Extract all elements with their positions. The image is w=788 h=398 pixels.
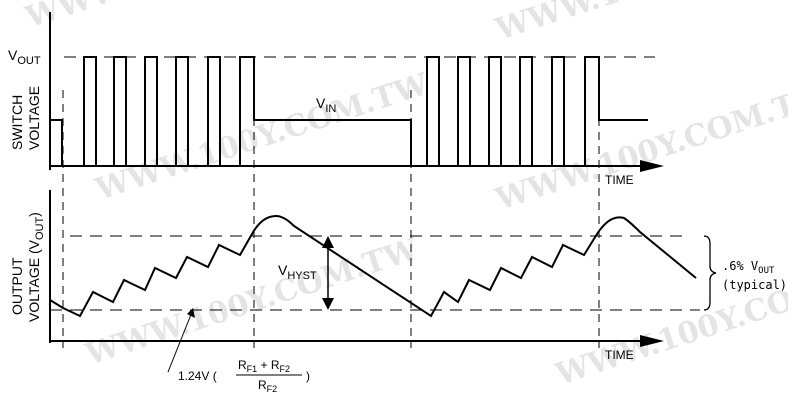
top-panel-labels: SWITCH VOLTAGE VOUT VIN TIME <box>8 47 634 187</box>
formula-num-r2: R <box>271 358 280 372</box>
annotation-vout-sub: OUT <box>758 266 775 276</box>
formula-num-r1-sub: F1 <box>247 364 258 374</box>
formula-prefix: 1.24V ( <box>178 369 217 383</box>
watermark-layer: WWW.100Y.COM.TW WWW.100Y.COM.TW WWW.100Y… <box>21 0 788 393</box>
annotation-typical: (typical) <box>722 278 787 292</box>
bottom-y-label: VOLTAGE (VOUT) <box>26 212 46 322</box>
vin-label-sub: IN <box>325 103 336 115</box>
vhyst-label: VHYST <box>278 262 317 282</box>
top-y-label-line1: SWITCH <box>9 95 25 150</box>
bottom-panel <box>49 190 717 376</box>
bottom-x-arrowhead <box>640 335 664 347</box>
top-y-label: VOLTAGE <box>26 86 42 150</box>
vhyst-label-main: V <box>278 262 288 278</box>
output-voltage-waveform <box>49 214 697 318</box>
watermark-text: WWW.100Y.COM.TW <box>491 77 788 218</box>
watermark-text: WWW.100Y.COM.TW <box>81 232 424 373</box>
hysteresis-brace <box>703 235 717 311</box>
top-x-label: TIME <box>605 173 634 187</box>
formula-suffix: ) <box>306 369 310 383</box>
vin-label-main: V <box>316 95 326 111</box>
bottom-x-label: TIME <box>605 348 634 362</box>
vhyst-label-sub: HYST <box>287 270 317 282</box>
vin-label: VIN <box>316 95 336 115</box>
formula-plus: + <box>257 358 271 372</box>
formula-den-r: R <box>258 378 267 392</box>
vhyst-arrowhead-down <box>322 298 334 310</box>
bottom-y-label-sub: OUT <box>34 217 46 241</box>
bottom-y-label: OUTPUT <box>9 257 25 315</box>
formula-num-r1: R <box>238 358 247 372</box>
annotation-pct: .6% <box>722 259 744 273</box>
vout-label-main: V <box>8 47 18 63</box>
watermark-text: WWW.100Y.COM.TW <box>21 0 364 36</box>
bottom-panel-labels: OUTPUT VOLTAGE (VOUT) VHYST TIME 1.24V (… <box>9 212 787 394</box>
watermark-text: WWW.100Y.COM.TW <box>91 67 434 208</box>
top-y-label-line2: VOLTAGE <box>26 86 42 150</box>
top-y-label: SWITCH <box>9 95 25 150</box>
annotation-vout-main: V <box>751 259 758 273</box>
switch-voltage-waveform <box>50 56 648 167</box>
top-panel <box>49 12 664 172</box>
vertical-guides <box>62 90 600 348</box>
formula-den-r-sub: F2 <box>267 384 278 394</box>
formula-num-r2-sub: F2 <box>280 364 291 374</box>
formula-denominator: RF2 <box>258 378 277 394</box>
vout-label: VOUT <box>8 47 41 67</box>
bottom-y-label-close: ) <box>26 212 42 217</box>
formula-numerator: RF1 + RF2 <box>238 358 290 374</box>
hysteresis-annotation: .6% VOUT <box>722 259 775 276</box>
formula-leader-line <box>167 311 193 373</box>
watermark-text: WWW.100Y.COM.TW <box>491 0 788 48</box>
vhyst-arrowhead-up <box>322 236 334 248</box>
top-x-arrowhead <box>640 160 664 172</box>
annotation-gap <box>744 259 751 273</box>
vout-label-sub: OUT <box>17 55 41 67</box>
formula-leader-arrowhead <box>187 308 195 318</box>
bottom-y-label-text: VOLTAGE (V <box>26 239 42 322</box>
